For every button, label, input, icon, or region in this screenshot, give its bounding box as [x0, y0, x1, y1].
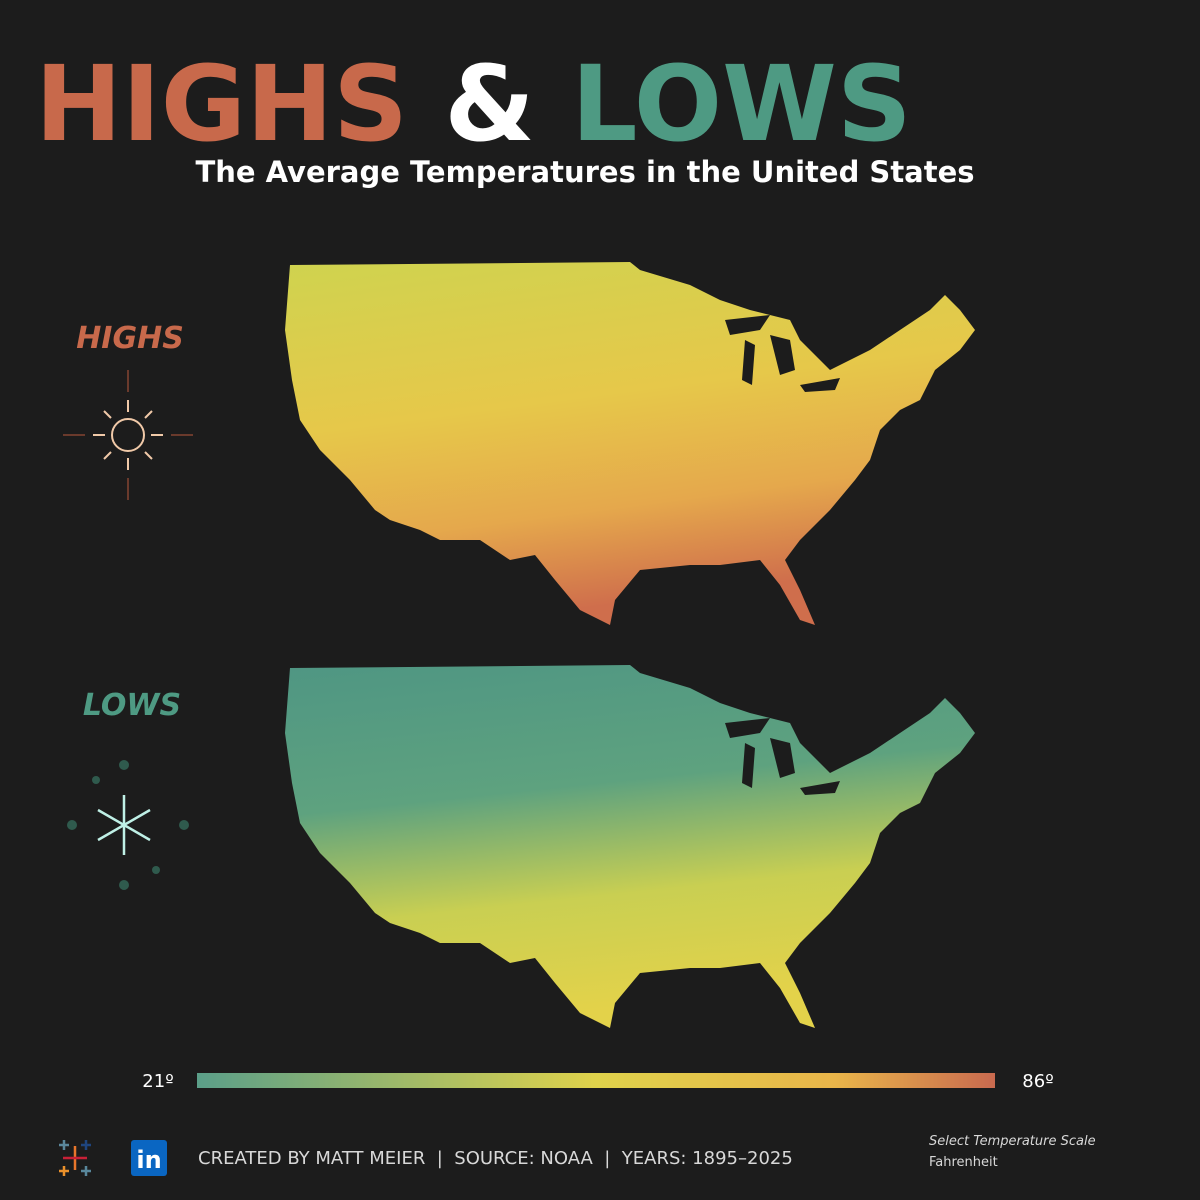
scale-prompt: Select Temperature Scale — [929, 1134, 1096, 1149]
scale-value[interactable]: Fahrenheit — [929, 1155, 998, 1170]
snowflake-icon — [97, 795, 151, 855]
legend-max: 86º — [1022, 1071, 1053, 1092]
lows-label: LOWS — [83, 688, 181, 723]
highs-map — [285, 262, 975, 625]
subtitle: The Average Temperatures in the United S… — [195, 155, 974, 189]
snowflake-glow — [67, 760, 189, 890]
credits: CREATED BY MATT MEIER | SOURCE: NOAA | Y… — [198, 1148, 793, 1169]
title-lows: LOWS — [571, 43, 912, 165]
lows-map — [285, 665, 975, 1028]
legend-min: 21º — [142, 1071, 173, 1092]
title-amp: & — [444, 43, 535, 165]
color-scale — [197, 1073, 995, 1088]
sun-icon — [93, 400, 163, 470]
linkedin-text: in — [136, 1146, 161, 1174]
linkedin-logo[interactable]: in — [131, 1140, 167, 1176]
sun-glow — [63, 370, 193, 500]
title: HIGHS & LOWS — [35, 43, 912, 165]
highs-label: HIGHS — [76, 321, 184, 356]
title-highs: HIGHS — [35, 43, 408, 165]
tableau-logo[interactable] — [59, 1140, 91, 1176]
